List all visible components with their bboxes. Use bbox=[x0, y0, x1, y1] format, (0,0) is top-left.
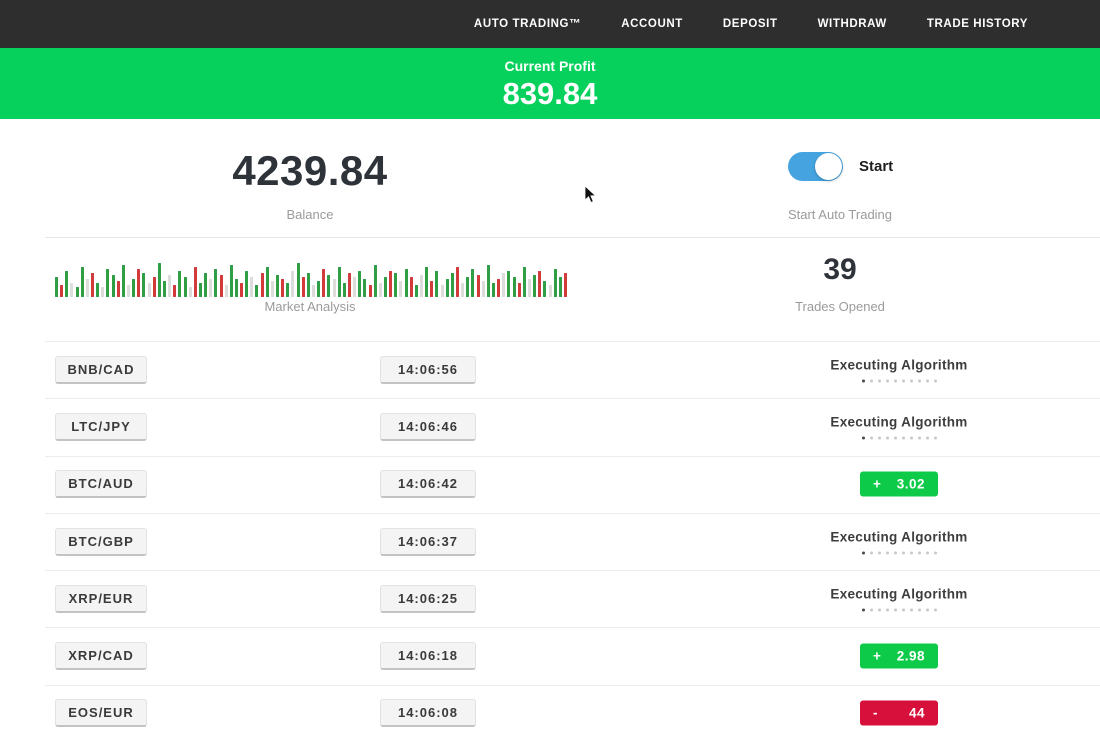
balance-label: Balance bbox=[286, 207, 334, 222]
trades-table: BNB/CAD 14:06:56 Executing Algorithm LTC… bbox=[0, 341, 1100, 742]
profit-badge: +2.98 bbox=[860, 643, 938, 669]
trade-status: -44 bbox=[808, 700, 990, 726]
table-row: LTC/JPY 14:06:46 Executing Algorithm bbox=[0, 398, 1100, 455]
current-profit-banner: Current Profit 839.84 bbox=[0, 48, 1100, 119]
trade-status: +2.98 bbox=[808, 643, 990, 669]
executing-algorithm-label: Executing Algorithm bbox=[830, 586, 968, 602]
time-badge: 14:06:25 bbox=[380, 584, 476, 613]
market-analysis-label: Market Analysis bbox=[264, 299, 356, 314]
trades-opened-label: Trades Opened bbox=[795, 299, 885, 314]
nav-withdraw[interactable]: WITHDRAW bbox=[817, 18, 887, 30]
table-row: EOS/EUR 14:06:08 -44 bbox=[0, 684, 1100, 742]
time-badge: 14:06:46 bbox=[380, 412, 476, 441]
time-badge: 14:06:18 bbox=[380, 642, 476, 671]
progress-dots bbox=[808, 436, 990, 440]
pair-badge: BNB/CAD bbox=[55, 355, 147, 384]
trade-status: Executing Algorithm bbox=[808, 529, 990, 555]
trade-status: Executing Algorithm bbox=[808, 414, 990, 440]
pair-badge: XRP/EUR bbox=[55, 584, 147, 613]
time-badge: 14:06:08 bbox=[380, 699, 476, 728]
pair-badge: BTC/AUD bbox=[55, 470, 147, 499]
pair-badge: XRP/CAD bbox=[55, 642, 147, 671]
current-profit-value: 839.84 bbox=[502, 76, 598, 111]
trade-status: Executing Algorithm bbox=[808, 586, 990, 612]
divider bbox=[45, 237, 1100, 238]
progress-dots bbox=[808, 379, 990, 383]
pair-badge: EOS/EUR bbox=[55, 699, 147, 728]
top-nav: AUTO TRADING™ ACCOUNT DEPOSIT WITHDRAW T… bbox=[0, 0, 1100, 48]
nav-trade-history[interactable]: TRADE HISTORY bbox=[926, 18, 1028, 30]
table-row: BNB/CAD 14:06:56 Executing Algorithm bbox=[0, 341, 1100, 398]
nav-deposit[interactable]: DEPOSIT bbox=[722, 18, 778, 30]
progress-dots bbox=[808, 551, 990, 555]
market-section: Market Analysis 39 Trades Opened bbox=[0, 237, 1100, 341]
time-badge: 14:06:56 bbox=[380, 355, 476, 384]
nav-account[interactable]: ACCOUNT bbox=[621, 18, 683, 30]
market-analysis-chart bbox=[55, 259, 567, 297]
table-row: BTC/GBP 14:06:37 Executing Algorithm bbox=[0, 512, 1100, 570]
time-badge: 14:06:42 bbox=[380, 470, 476, 499]
current-profit-label: Current Profit bbox=[504, 58, 596, 74]
time-badge: 14:06:37 bbox=[380, 527, 476, 556]
nav-auto-trading[interactable]: AUTO TRADING™ bbox=[473, 18, 582, 30]
executing-algorithm-label: Executing Algorithm bbox=[830, 529, 968, 545]
progress-dots bbox=[808, 608, 990, 612]
toggle-start-label: Start bbox=[859, 158, 894, 175]
start-auto-trading-label: Start Auto Trading bbox=[787, 207, 893, 222]
balance-value: 4239.84 bbox=[232, 147, 388, 194]
table-row: XRP/CAD 14:06:18 +2.98 bbox=[0, 627, 1100, 684]
trade-status: +3.02 bbox=[808, 471, 990, 497]
executing-algorithm-label: Executing Algorithm bbox=[830, 414, 968, 430]
pair-badge: LTC/JPY bbox=[55, 412, 147, 441]
loss-badge: -44 bbox=[860, 700, 938, 726]
pair-badge: BTC/GBP bbox=[55, 527, 147, 556]
profit-badge: +3.02 bbox=[860, 471, 938, 497]
table-row: BTC/AUD 14:06:42 +3.02 bbox=[0, 455, 1100, 513]
auto-trading-toggle[interactable] bbox=[788, 152, 843, 181]
trade-status: Executing Algorithm bbox=[808, 357, 990, 383]
executing-algorithm-label: Executing Algorithm bbox=[830, 357, 968, 373]
table-row: XRP/EUR 14:06:25 Executing Algorithm bbox=[0, 570, 1100, 627]
balance-section: 4239.84 Balance Start Start Auto Trading bbox=[0, 119, 1100, 237]
toggle-knob bbox=[815, 153, 842, 180]
trades-opened-value: 39 bbox=[823, 253, 857, 286]
